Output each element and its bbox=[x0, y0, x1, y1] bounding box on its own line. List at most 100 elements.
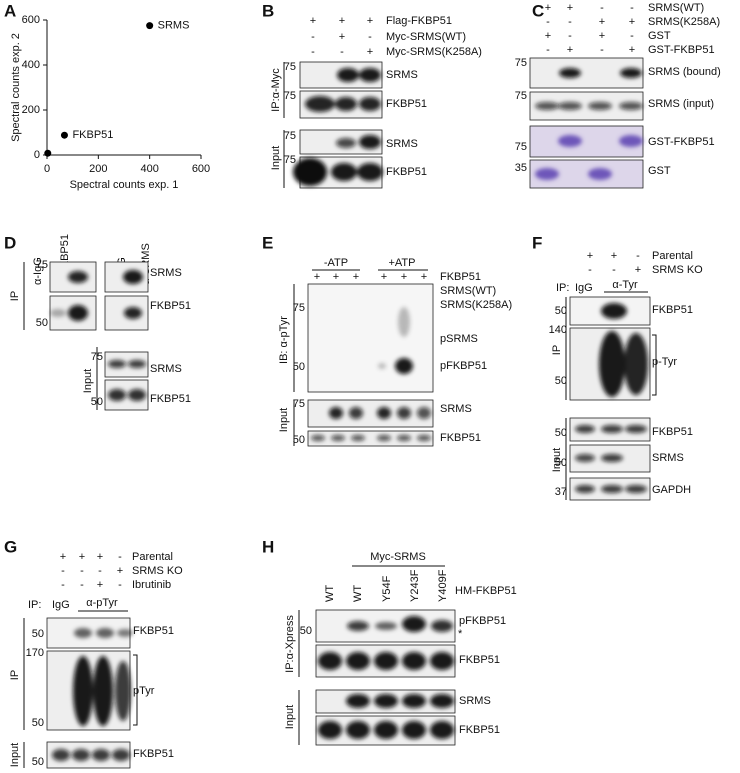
bands bbox=[575, 425, 647, 433]
band bbox=[375, 622, 397, 630]
x-tick-label: 200 bbox=[89, 163, 107, 175]
band-label: FKBP51 bbox=[440, 432, 481, 444]
band bbox=[620, 68, 642, 78]
band bbox=[96, 628, 114, 638]
band bbox=[347, 621, 369, 631]
bands bbox=[73, 656, 131, 726]
marker: 50 bbox=[32, 756, 44, 768]
bands bbox=[52, 749, 130, 761]
panel-letter: E bbox=[262, 233, 273, 252]
bands bbox=[311, 435, 431, 441]
marker: 50 bbox=[555, 375, 567, 387]
band bbox=[395, 358, 413, 374]
band bbox=[624, 333, 648, 395]
condition-label: Parental bbox=[652, 250, 693, 262]
sign: + bbox=[545, 2, 551, 14]
group-label: -ATP bbox=[324, 257, 348, 269]
band bbox=[377, 407, 391, 419]
lane-label: Y243F bbox=[409, 569, 421, 602]
band bbox=[575, 485, 595, 493]
sign: + bbox=[401, 271, 407, 283]
sign: - bbox=[340, 46, 344, 58]
band bbox=[108, 360, 126, 368]
band bbox=[329, 407, 343, 419]
bands bbox=[347, 616, 453, 632]
band-label: FKBP51 bbox=[133, 748, 174, 760]
band bbox=[128, 389, 146, 401]
band bbox=[575, 425, 595, 433]
side-label: IP bbox=[551, 345, 563, 355]
condition-label: SRMS KO bbox=[132, 565, 183, 577]
side-label: IP:α-Myc bbox=[270, 68, 282, 112]
band bbox=[535, 168, 559, 180]
bands bbox=[346, 694, 454, 708]
band bbox=[417, 435, 431, 441]
point-label: SRMS bbox=[158, 20, 190, 32]
band bbox=[73, 656, 93, 726]
panel-letter: D bbox=[4, 233, 16, 252]
condition-label: Myc-SRMS(WT) bbox=[386, 31, 466, 43]
band bbox=[68, 271, 88, 283]
bands bbox=[123, 270, 143, 284]
side-label: Input bbox=[551, 448, 563, 472]
marker: 50 bbox=[293, 434, 305, 446]
band bbox=[74, 628, 92, 638]
side-label: Input bbox=[278, 408, 290, 432]
sign: - bbox=[600, 44, 604, 56]
bands bbox=[575, 485, 647, 493]
bands bbox=[318, 721, 454, 739]
panel-letter: G bbox=[4, 537, 17, 556]
bands bbox=[108, 389, 146, 401]
bands bbox=[559, 68, 642, 78]
band-label: FKBP51 bbox=[133, 625, 174, 637]
band bbox=[558, 135, 582, 147]
band bbox=[558, 102, 582, 110]
band bbox=[359, 135, 381, 149]
condition-label: Parental bbox=[132, 551, 173, 563]
marker: 75 bbox=[293, 398, 305, 410]
blot bbox=[307, 430, 434, 447]
sign: + bbox=[314, 271, 320, 283]
band bbox=[377, 435, 391, 441]
sign: + bbox=[629, 44, 635, 56]
point-label: FKBP51 bbox=[72, 129, 113, 141]
band-label: FKBP51 bbox=[150, 393, 191, 405]
band bbox=[108, 389, 126, 401]
band bbox=[115, 661, 131, 721]
sign: - bbox=[61, 579, 65, 591]
band bbox=[351, 435, 365, 441]
condition-label: SRMS KO bbox=[652, 264, 703, 276]
sign: - bbox=[612, 264, 616, 276]
bands bbox=[50, 305, 88, 321]
band bbox=[123, 270, 143, 284]
bands bbox=[329, 407, 431, 419]
condition-label: GST bbox=[648, 30, 671, 42]
sign: + bbox=[339, 31, 345, 43]
sign: + bbox=[333, 271, 339, 283]
sign: - bbox=[311, 31, 315, 43]
marker: 75 bbox=[284, 130, 296, 142]
condition-label: FKBP51 bbox=[440, 271, 481, 283]
band bbox=[588, 168, 612, 180]
side-label: Input bbox=[9, 743, 21, 767]
bands bbox=[108, 360, 146, 368]
point bbox=[44, 149, 52, 157]
marker: 35 bbox=[515, 162, 527, 174]
blot bbox=[307, 399, 434, 428]
sign: + bbox=[97, 551, 103, 563]
marker: 75 bbox=[36, 259, 48, 271]
band-label: FKBP51 bbox=[386, 166, 427, 178]
sign: + bbox=[97, 579, 103, 591]
band-label: GAPDH bbox=[652, 484, 691, 496]
sign: + bbox=[629, 16, 635, 28]
y-tick-label: 200 bbox=[22, 104, 40, 116]
sign: - bbox=[600, 2, 604, 14]
sign: + bbox=[353, 271, 359, 283]
sign: + bbox=[60, 551, 66, 563]
band bbox=[359, 97, 381, 111]
ip-label: IP: bbox=[556, 282, 569, 294]
band bbox=[374, 652, 398, 670]
sign: + bbox=[310, 15, 316, 27]
y-tick-label: 0 bbox=[34, 149, 40, 161]
bands bbox=[318, 652, 454, 670]
